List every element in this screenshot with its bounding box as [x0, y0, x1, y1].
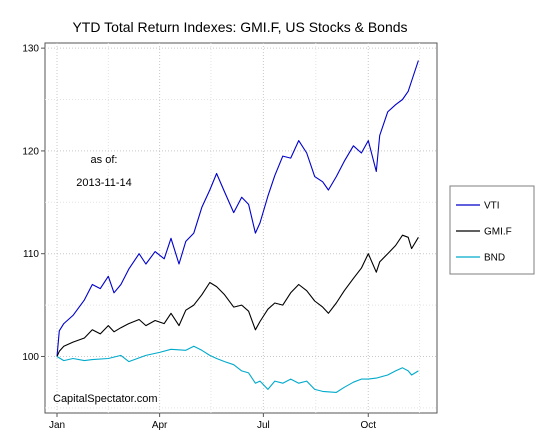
- y-tick-label: 130: [22, 44, 39, 55]
- y-tick-label: 120: [22, 146, 39, 157]
- y-tick-label: 110: [23, 249, 39, 260]
- legend-label-vti: VTI: [484, 201, 500, 212]
- series-line-vti: [56, 60, 419, 357]
- x-tick-label: Jul: [257, 420, 270, 431]
- as-of-label: as of:: [91, 154, 118, 166]
- series-lines: [56, 60, 419, 393]
- legend-box: [449, 185, 535, 275]
- x-axis: Jan Apr Jul Oct: [49, 413, 376, 431]
- plot-area: [44, 42, 438, 414]
- y-axis: 100 110 120 130: [22, 44, 45, 363]
- legend: VTI GMI.F BND: [449, 185, 535, 275]
- as-of-date: 2013-11-14: [76, 177, 131, 189]
- legend-label-gmi-f: GMI.F: [484, 227, 512, 238]
- major-grid: [45, 43, 437, 413]
- x-tick-label: Apr: [152, 420, 168, 431]
- x-tick-label: Oct: [360, 420, 376, 431]
- legend-label-bnd: BND: [484, 253, 505, 264]
- series-line-gmi-f: [56, 234, 419, 357]
- y-tick-label: 100: [22, 352, 39, 363]
- series-line-bnd: [56, 345, 419, 393]
- x-tick-label: Jan: [49, 420, 65, 431]
- source-label: CapitalSpectator.com: [53, 393, 158, 405]
- chart-title: YTD Total Return Indexes: GMI.F, US Stoc…: [72, 19, 407, 35]
